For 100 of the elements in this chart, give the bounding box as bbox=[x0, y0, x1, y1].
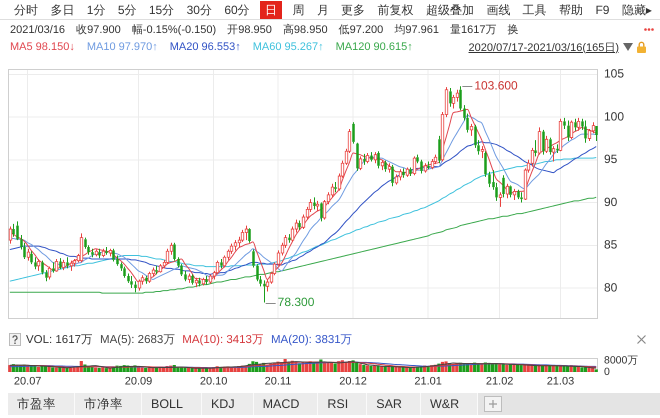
candlestick bbox=[52, 262, 55, 274]
text: F9 bbox=[595, 2, 610, 16]
candlestick bbox=[12, 223, 15, 238]
bar bbox=[54, 368, 58, 372]
bar bbox=[154, 368, 158, 372]
x-tick-label: 20.07 bbox=[14, 376, 42, 388]
bar bbox=[366, 365, 369, 372]
bar bbox=[144, 368, 148, 372]
candlestick bbox=[402, 168, 405, 178]
bar bbox=[558, 366, 562, 372]
x-tick-label: 21.03 bbox=[546, 376, 574, 388]
tab: RSI bbox=[318, 393, 368, 415]
chart-subtitle: 2021/03/16 收97.900 幅-0.15%(-0.150) 开98.950 高98.950 低97.200 均97.961 量1617万 换 bbox=[10, 22, 519, 36]
annotation: 103.600 bbox=[474, 78, 518, 93]
tab: 市净率 bbox=[75, 393, 142, 415]
candlestick bbox=[484, 150, 487, 178]
candlestick bbox=[488, 171, 491, 188]
line-series bbox=[9, 196, 597, 294]
text: 画线 bbox=[486, 2, 510, 16]
bar bbox=[36, 366, 40, 372]
candlestick bbox=[298, 220, 301, 230]
text: MA120 90.615↑ bbox=[336, 41, 413, 53]
tab: BOLL bbox=[142, 393, 202, 415]
bar bbox=[101, 367, 104, 372]
bar bbox=[72, 368, 76, 372]
annotation: 78.300 bbox=[278, 294, 315, 309]
bar bbox=[98, 368, 101, 372]
candlestick bbox=[155, 265, 158, 275]
x-tick-label: 21.02 bbox=[486, 376, 514, 388]
bar bbox=[594, 369, 598, 372]
bar bbox=[186, 368, 190, 372]
bar bbox=[326, 363, 330, 372]
series-label: MA(10): 3413万 bbox=[182, 332, 264, 346]
text: 超级叠加 bbox=[426, 2, 474, 16]
y-tick-label: 8000万 bbox=[604, 354, 638, 366]
bar bbox=[26, 366, 30, 372]
candlestick bbox=[34, 256, 37, 270]
candlestick bbox=[59, 258, 62, 270]
candlestick bbox=[534, 140, 537, 157]
tab: KDJ bbox=[202, 393, 254, 415]
bar bbox=[505, 364, 508, 372]
text: 帮助 bbox=[559, 2, 584, 16]
x-tick-label: 20.09 bbox=[124, 376, 152, 388]
candlestick bbox=[356, 142, 359, 172]
candlestick bbox=[567, 120, 570, 142]
candlestick bbox=[173, 242, 176, 262]
x-tick-label: 20.12 bbox=[339, 376, 367, 388]
text: 隐藏▸ bbox=[622, 2, 652, 16]
tab: MACD bbox=[254, 393, 318, 415]
candlestick bbox=[384, 160, 387, 172]
candlestick bbox=[391, 164, 394, 187]
y-tick-label: 85 bbox=[604, 238, 618, 252]
x-tick-label: 21.01 bbox=[414, 376, 442, 388]
candlestick bbox=[320, 202, 323, 222]
bar bbox=[68, 368, 72, 372]
bar bbox=[369, 366, 373, 372]
text: 30分 bbox=[186, 2, 212, 16]
candlestick bbox=[509, 184, 512, 198]
candlestick bbox=[123, 266, 126, 278]
text: 前复权 bbox=[378, 2, 414, 16]
text: 2020/07/17-2021/03/16(165日) bbox=[468, 40, 619, 54]
bar bbox=[312, 363, 316, 372]
bar bbox=[498, 364, 502, 372]
button: 日 bbox=[260, 0, 282, 18]
candlestick bbox=[449, 88, 452, 108]
bar bbox=[534, 366, 538, 372]
candlestick bbox=[370, 152, 373, 162]
y-tick-label: 0 bbox=[604, 366, 610, 378]
bar bbox=[480, 364, 484, 372]
candlestick bbox=[502, 174, 505, 198]
candlestick bbox=[130, 276, 133, 289]
text: MA5 98.150↓ bbox=[10, 41, 75, 53]
candlestick bbox=[98, 248, 101, 259]
candlestick bbox=[556, 144, 559, 154]
candlestick bbox=[584, 120, 587, 144]
candlestick bbox=[438, 135, 441, 164]
candlestick bbox=[112, 248, 115, 262]
bar bbox=[94, 368, 98, 372]
candlestick bbox=[352, 122, 355, 144]
candlestick bbox=[105, 246, 108, 256]
candlestick bbox=[145, 276, 148, 284]
candlestick bbox=[263, 280, 266, 304]
candlestick bbox=[427, 161, 430, 170]
text: 15分 bbox=[148, 2, 174, 16]
bar bbox=[358, 364, 362, 372]
y-tick-label: 90 bbox=[604, 194, 618, 209]
y-tick-label: 100 bbox=[604, 109, 624, 124]
series-label: MA(20): 3831万 bbox=[270, 332, 353, 346]
text: 周 bbox=[292, 2, 304, 16]
candlestick bbox=[416, 154, 419, 164]
bar bbox=[372, 366, 376, 372]
candlestick bbox=[549, 137, 552, 156]
text: 工具 bbox=[522, 2, 547, 16]
y-tick-label: 80 bbox=[604, 280, 618, 294]
text: 月 bbox=[316, 2, 329, 16]
bar bbox=[526, 365, 530, 372]
bar bbox=[580, 367, 584, 372]
candlestick bbox=[252, 249, 255, 268]
candlestick bbox=[288, 234, 291, 244]
bar bbox=[316, 362, 319, 372]
